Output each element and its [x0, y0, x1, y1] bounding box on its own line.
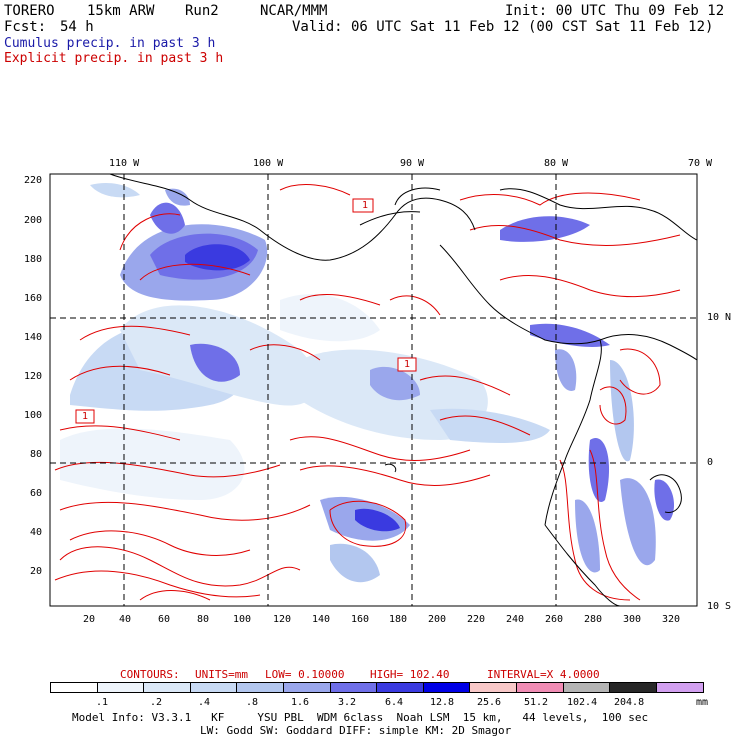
y-tick: 40	[30, 527, 43, 538]
colorbar-box	[50, 682, 98, 693]
contours-units: UNITS=mm	[195, 668, 248, 681]
y-tick: 60	[30, 488, 43, 499]
colorbar-box	[329, 682, 378, 693]
colorbar-box	[609, 682, 658, 693]
colorbar-label: 1.6	[291, 697, 310, 708]
model-resolution: 15km ARW	[87, 3, 155, 19]
model-info: Model Info: V3.3.1 KF YSU PBL WDM 6class…	[72, 711, 649, 724]
colorbar-box	[96, 682, 145, 693]
colorbar-box	[189, 682, 238, 693]
x-tick: 220	[467, 614, 486, 625]
x-tick: 240	[506, 614, 525, 625]
field-explicit-title: Explicit precip. in past 3 h	[4, 51, 224, 66]
y-tick: 180	[24, 254, 43, 265]
forecast-label: Fcst:	[4, 19, 47, 35]
y-tick: 100	[24, 410, 43, 421]
colorbar-box	[422, 682, 471, 693]
marker-label: 1	[362, 200, 369, 211]
colorbar-label: 102.4	[567, 697, 598, 708]
colorbar-label: 51.2	[524, 697, 549, 708]
colorbar-unit: mm	[696, 697, 709, 708]
colorbar-box	[283, 682, 331, 693]
x-tick: 160	[351, 614, 370, 625]
lat-label: 10 N	[707, 312, 732, 323]
x-tick: 320	[662, 614, 681, 625]
init-time: Init: 00 UTC Thu 09 Feb 12	[505, 3, 725, 19]
colorbar-box	[516, 682, 564, 693]
x-tick: 200	[428, 614, 447, 625]
marker-label: 1	[82, 411, 89, 422]
contours-high: HIGH= 102.40	[370, 668, 450, 681]
colorbar-box	[469, 682, 518, 693]
forecast-hours: 54 h	[60, 19, 94, 35]
model-name: TORERO	[4, 3, 55, 19]
x-tick: 60	[158, 614, 171, 625]
y-tick: 220	[24, 175, 43, 186]
colorbar-label: 12.8	[430, 697, 455, 708]
map-frame	[49, 173, 698, 607]
colorbar-label: .8	[246, 697, 259, 708]
lon-label: 90 W	[400, 158, 425, 169]
x-tick: 300	[623, 614, 642, 625]
contours-label: CONTOURS:	[120, 668, 180, 681]
lon-label: 100 W	[253, 158, 284, 169]
colorbar-label: 3.2	[338, 697, 357, 708]
x-tick: 180	[389, 614, 408, 625]
colorbar-box	[562, 682, 611, 693]
marker-label: 1	[404, 359, 411, 370]
y-tick: 80	[30, 449, 43, 460]
contours-interval: INTERVAL=X 4.0000	[487, 668, 600, 681]
lon-label: 80 W	[544, 158, 569, 169]
field-cumulus-title: Cumulus precip. in past 3 h	[4, 36, 216, 51]
x-tick: 140	[312, 614, 331, 625]
lat-label: 0	[707, 457, 714, 468]
physics-info: LW: Godd SW: Goddard DIFF: simple KM: 2D…	[200, 724, 512, 737]
y-tick: 20	[30, 566, 43, 577]
colorbar-box	[143, 682, 192, 693]
x-tick: 120	[273, 614, 292, 625]
colorbar-label: 6.4	[385, 697, 404, 708]
station-markers	[75, 198, 417, 424]
lon-label: 70 W	[688, 158, 713, 169]
y-tick: 160	[24, 293, 43, 304]
colorbar-label: 204.8	[614, 697, 645, 708]
run-label: Run2	[185, 3, 219, 19]
lat-lon-grid	[50, 174, 697, 606]
y-tick: 200	[24, 215, 43, 226]
x-tick: 20	[83, 614, 96, 625]
x-tick: 260	[545, 614, 564, 625]
y-tick: 140	[24, 332, 43, 343]
x-tick: 40	[119, 614, 132, 625]
x-tick: 280	[584, 614, 603, 625]
contours-low: LOW= 0.10000	[265, 668, 345, 681]
lon-label: 110 W	[109, 158, 140, 169]
organization: NCAR/MMM	[260, 3, 328, 19]
colorbar-box	[376, 682, 425, 693]
y-tick: 120	[24, 371, 43, 382]
x-tick: 80	[197, 614, 210, 625]
colorbar-box	[655, 682, 704, 693]
colorbar-label: 25.6	[477, 697, 502, 708]
colorbar-label: .2	[150, 697, 163, 708]
colorbar-label: .1	[96, 697, 109, 708]
lat-label: 10 S	[707, 601, 732, 612]
colorbar-label: .4	[198, 697, 211, 708]
valid-time: Valid: 06 UTC Sat 11 Feb 12 (00 CST Sat …	[292, 19, 714, 35]
explicit-precip-contours	[54, 184, 681, 601]
colorbar-box	[236, 682, 285, 693]
x-tick: 100	[233, 614, 252, 625]
coastlines	[109, 174, 697, 606]
